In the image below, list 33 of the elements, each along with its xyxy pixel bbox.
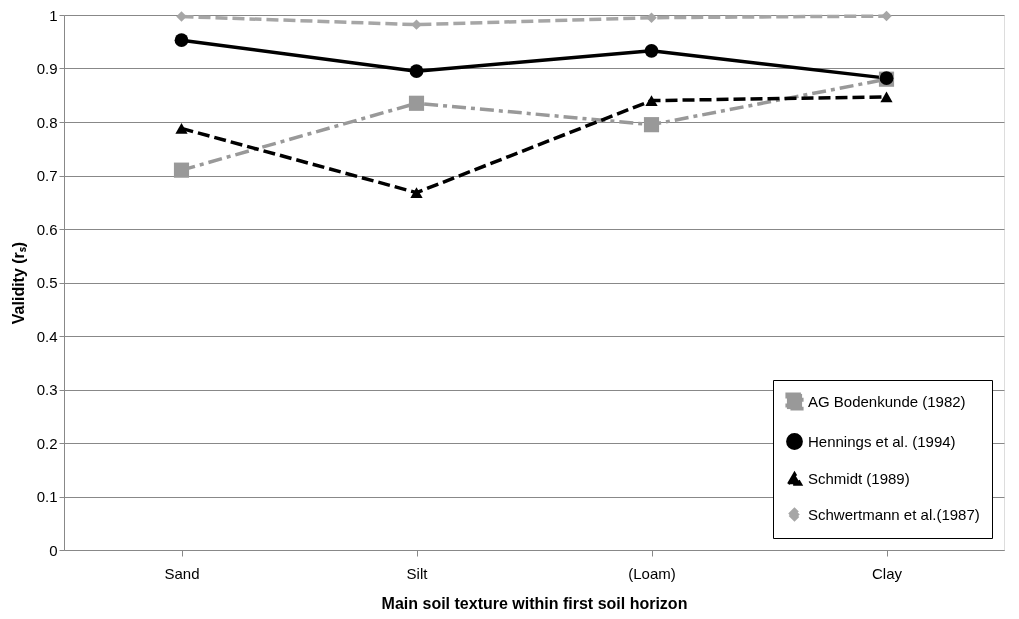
x-tick-label: (Loam)	[628, 564, 676, 582]
x-tick-label: Silt	[406, 564, 429, 582]
legend-label: Hennings et al. (1994)	[808, 432, 956, 450]
legend-label: Schwertmann et al.(1987)	[808, 505, 980, 523]
legend-label: Schmidt (1989)	[808, 470, 910, 487]
y-tick-label: 0	[49, 541, 58, 559]
x-axis-title: Main soil texture within first soil horizon	[381, 594, 688, 612]
y-tick-label: 0.4	[36, 327, 58, 345]
y-tick-label: 0.1	[36, 488, 58, 505]
y-tick-label: 0.8	[36, 113, 58, 131]
point	[408, 95, 425, 111]
y-tick-label: 0.2	[36, 434, 58, 452]
y-tick-label: 0.7	[36, 167, 58, 184]
y-tick-label: 0.9	[36, 60, 58, 77]
x-tick-label: Clay	[871, 564, 903, 582]
point	[174, 33, 189, 48]
point	[175, 123, 188, 134]
point	[881, 10, 892, 22]
y-axis-title: Validity (rₛ)	[9, 241, 27, 325]
y-tick-label: 0.3	[36, 381, 58, 398]
legend-label: AG Bodenkunde (1982)	[808, 392, 966, 410]
y-tick-label: 0.5	[36, 274, 58, 291]
y-tick-label: 1	[49, 6, 58, 24]
point	[645, 95, 658, 106]
point	[644, 43, 659, 58]
point	[409, 64, 424, 79]
point	[411, 19, 422, 30]
y-tick-label: 0.6	[36, 220, 58, 238]
x-tick-label: Sand	[164, 564, 200, 582]
point	[643, 117, 660, 133]
point	[173, 162, 190, 178]
point	[880, 91, 893, 103]
point	[410, 187, 423, 198]
